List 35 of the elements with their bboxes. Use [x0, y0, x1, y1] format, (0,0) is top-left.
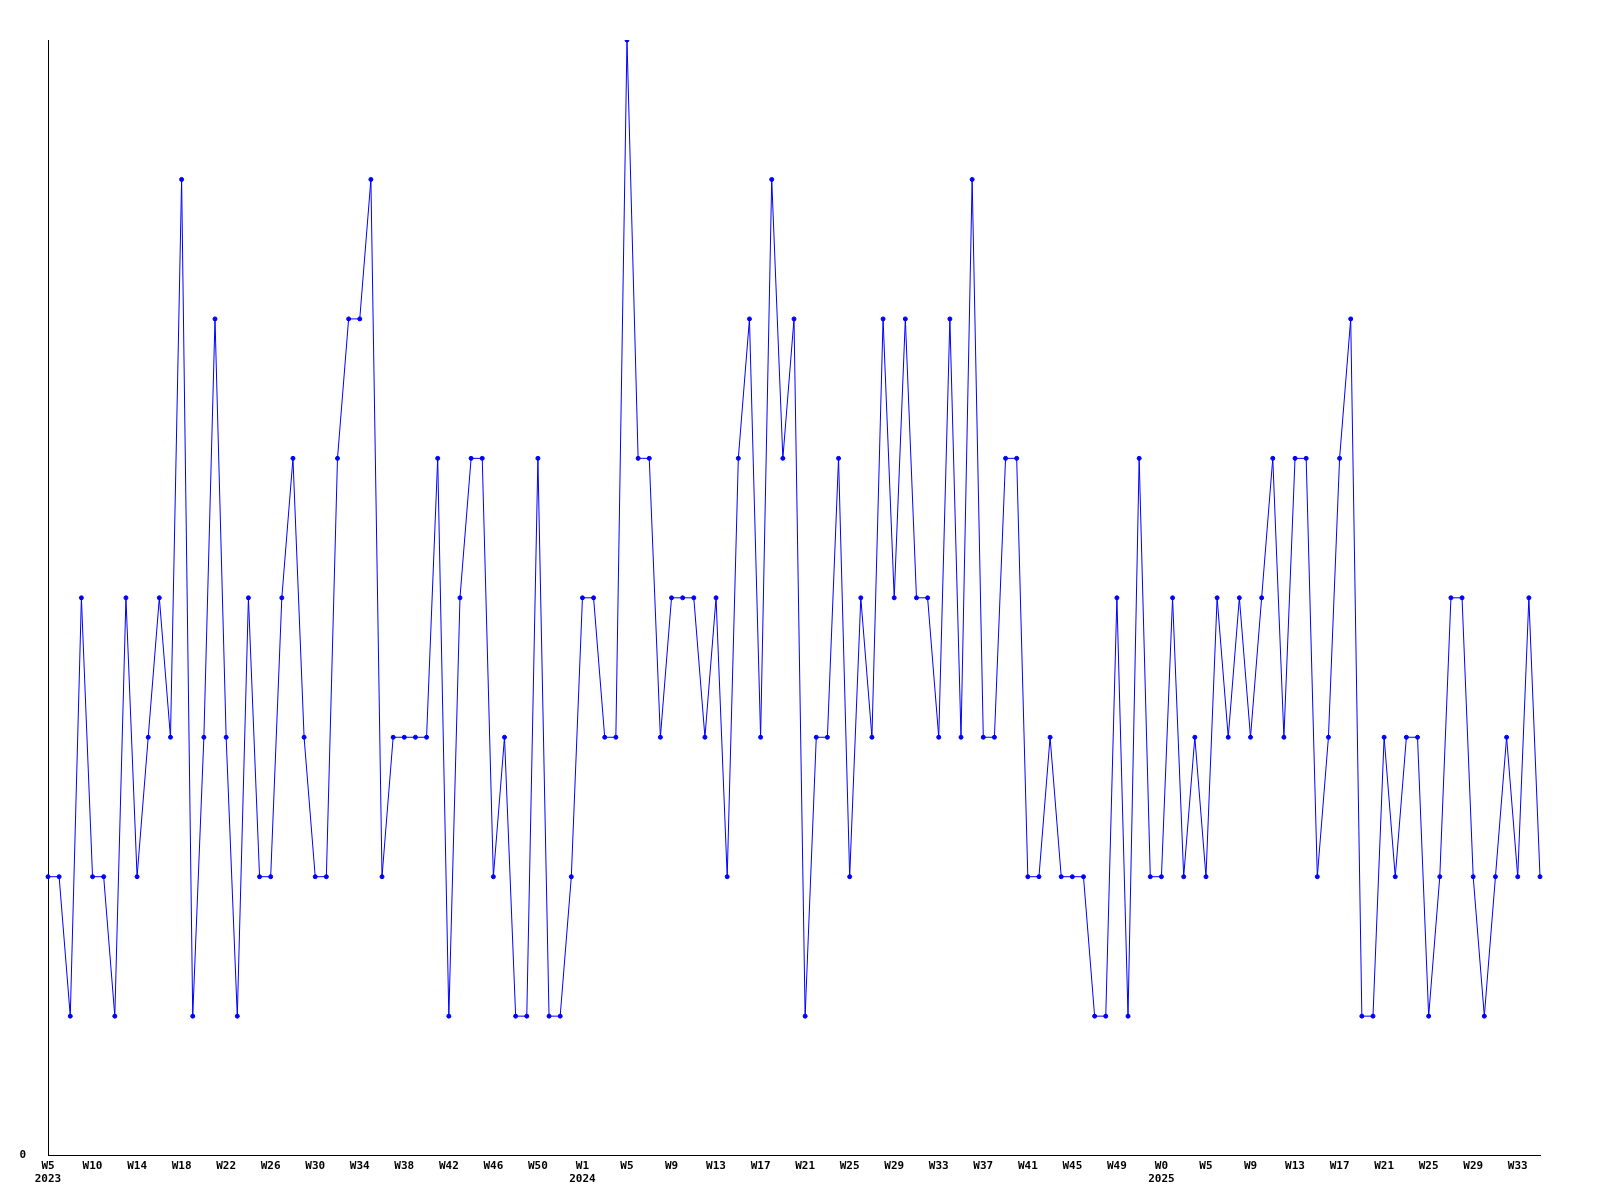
x-tick-label: W37: [973, 1159, 994, 1173]
x-tick-label: W42: [438, 1159, 459, 1173]
x-tick-label: W18: [171, 1159, 192, 1173]
x-tick-label: W21: [1374, 1159, 1395, 1173]
x-tick-label: W5: [1199, 1159, 1213, 1173]
x-tick-label: W33: [928, 1159, 949, 1173]
text: 0: [19, 1148, 26, 1162]
x-tick-label: W9: [664, 1159, 679, 1173]
x-tick-label: W5 2023: [34, 1159, 62, 1186]
x-tick-label: W13: [1285, 1159, 1305, 1173]
x-tick-label: W34: [349, 1159, 371, 1173]
x-tick-label: W13: [706, 1159, 726, 1173]
x-tick-label: W49: [1106, 1159, 1127, 1173]
x-tick-label: W5: [620, 1159, 634, 1173]
x-tick-label: W30: [305, 1159, 326, 1173]
x-tick-label: W46: [483, 1159, 504, 1173]
x-tick-label: W9: [1243, 1159, 1258, 1173]
x-tick-label: W41: [1017, 1159, 1039, 1173]
x-tick-label: W33: [1507, 1159, 1528, 1173]
x-tick-label: W26: [260, 1159, 281, 1173]
x-tick-label: W17: [1329, 1159, 1350, 1173]
x-tick-label: W1 2024: [569, 1159, 597, 1186]
x-tick-label: W0 2025: [1148, 1159, 1175, 1186]
x-tick-label: W29: [1463, 1159, 1484, 1173]
x-tick-label: W38: [394, 1159, 415, 1173]
x-tick-label: W17: [750, 1159, 771, 1173]
x-tick-label: W22: [216, 1159, 237, 1173]
x-tick-label: W25: [839, 1159, 860, 1173]
x-tick-label: W14: [127, 1159, 148, 1173]
x-tick-label: W29: [884, 1159, 905, 1173]
x-tick-label: W10: [82, 1159, 103, 1173]
x-tick-label: W25: [1418, 1159, 1439, 1173]
x-tick-label: W50: [527, 1159, 548, 1173]
x-tick-label: W21: [795, 1159, 816, 1173]
x-tick-label: W45: [1062, 1159, 1083, 1173]
